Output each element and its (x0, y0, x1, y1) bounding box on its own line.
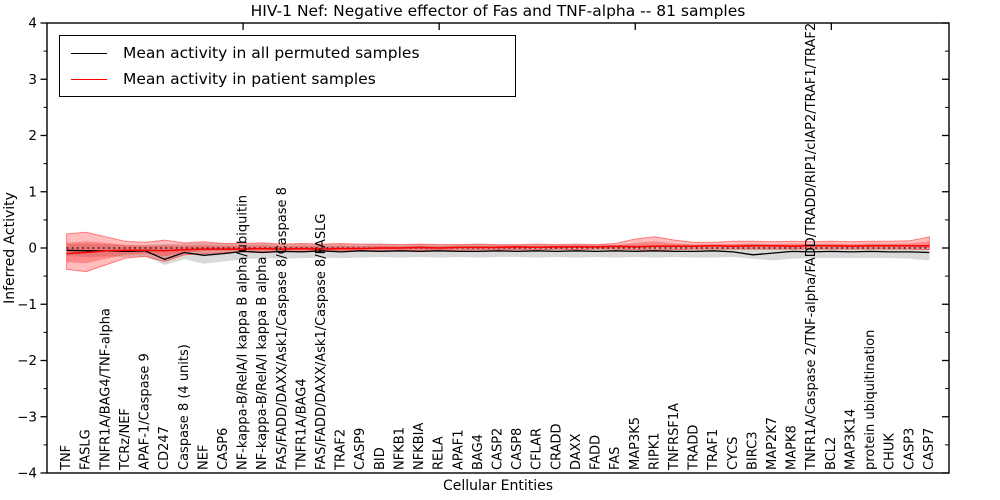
y-tick-label: 1 (28, 184, 37, 200)
x-category-label: CASP7 (922, 428, 937, 470)
x-category-label: FASLG (79, 429, 94, 470)
x-category-label: TNFRSF1A (667, 403, 682, 471)
y-tick-label: 2 (28, 128, 37, 144)
y-tick-label: −4 (17, 466, 37, 482)
x-category-label: Caspase 8 (4 units) (177, 344, 192, 470)
x-category-label: TNFR1A/BAG4 (294, 378, 309, 471)
x-category-label: TNFR1A/BAG4/TNF-alpha (98, 308, 113, 471)
chart-title: HIV-1 Nef: Negative effector of Fas and … (250, 2, 746, 20)
x-category-label: NFKBIA (412, 423, 427, 470)
x-category-label: BAG4 (471, 434, 486, 470)
y-tick-label: 4 (28, 16, 37, 32)
x-category-label: TCRz/NEF (118, 408, 133, 471)
x-category-label: TNF (59, 445, 74, 471)
x-category-label: NF-kappa-B/RelA/I kappa B alpha/ubiquiti… (236, 195, 251, 470)
x-category-label: protein ubiquitination (863, 330, 878, 470)
x-category-label: NFKB1 (393, 427, 408, 470)
legend-label-permuted: Mean activity in all permuted samples (123, 44, 420, 62)
x-category-label: NF-kappa-B/RelA/I kappa B alpha (255, 257, 270, 470)
x-category-label: CYCS (726, 437, 741, 470)
x-category-label: CRADD (549, 424, 564, 471)
x-category-label: CD247 (157, 426, 172, 470)
x-category-label: TRAF2 (334, 429, 349, 471)
legend-item-patient: Mean activity in patient samples (60, 70, 515, 88)
x-category-label: TRAF1 (706, 429, 721, 471)
permuted-line-swatch (71, 52, 107, 54)
legend: Mean activity in all permuted samples Me… (59, 35, 516, 97)
x-category-label: NEF (196, 445, 211, 470)
x-category-label: BID (373, 447, 388, 470)
patient-line-swatch (71, 78, 107, 80)
y-tick-label: 0 (28, 241, 37, 257)
x-axis-title: Cellular Entities (442, 478, 554, 494)
x-category-label: MAP3K14 (844, 409, 859, 470)
legend-label-patient: Mean activity in patient samples (123, 70, 376, 88)
y-tick-label: 3 (28, 72, 37, 88)
y-tick-label: −2 (17, 353, 37, 369)
x-category-label: MAP2K7 (765, 417, 780, 470)
band-patient-samples-spread-inner (66, 241, 930, 264)
x-category-label: BIRC3 (745, 432, 760, 471)
x-category-label: CASP9 (353, 428, 368, 470)
x-category-label: DAXX (569, 433, 584, 470)
y-tick-label: −1 (17, 297, 37, 313)
x-category-label: FAS/FADD/DAXX/Ask1/Caspase 8/Caspase 8 (275, 187, 290, 470)
x-category-label: APAF1 (451, 429, 466, 470)
x-category-label: RIPK1 (647, 432, 662, 470)
x-category-label: CASP3 (902, 428, 917, 470)
x-category-label: FAS (608, 447, 623, 470)
x-category-label: MAPK8 (785, 425, 800, 470)
x-category-label: FAS/FADD/DAXX/Ask1/Caspase 8/FASLG (314, 214, 329, 470)
x-category-label: CHUK (883, 433, 898, 470)
legend-item-permuted: Mean activity in all permuted samples (60, 44, 515, 62)
y-axis-title: Inferred Activity (2, 192, 18, 304)
x-category-label: RELA (432, 436, 447, 470)
x-category-label: TNFR1A/Caspase 2/TNF-alpha/FADD/TRADD/RI… (804, 23, 819, 471)
x-category-label: FADD (589, 435, 604, 470)
series-line-permuted (66, 249, 930, 260)
x-category-label: CFLAR (530, 428, 545, 470)
y-tick-label: −3 (17, 409, 37, 425)
series-line-patient (66, 245, 930, 255)
x-category-label: BCL2 (824, 437, 839, 470)
x-category-label: CASP2 (491, 428, 506, 470)
x-category-label: MAP3K5 (628, 417, 643, 470)
x-category-label: CASP8 (510, 428, 525, 470)
x-category-label: CASP6 (216, 428, 231, 470)
x-category-label: TRADD (687, 425, 702, 471)
x-category-label: APAF-1/Caspase 9 (138, 353, 153, 470)
